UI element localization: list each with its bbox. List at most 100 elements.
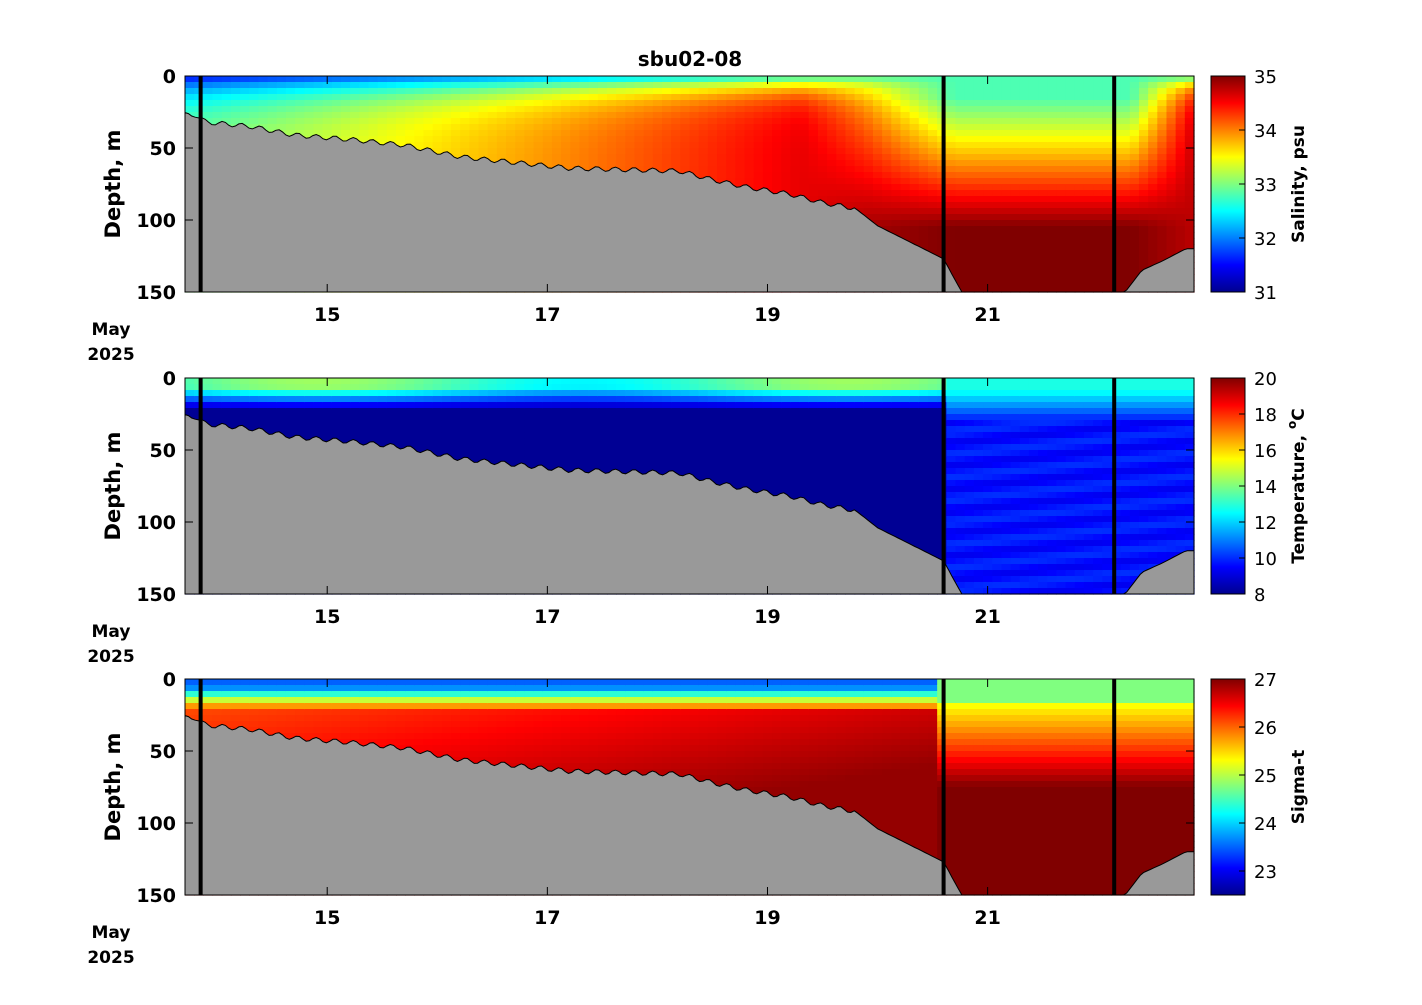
- heatmap-cell: [1038, 130, 1048, 137]
- heatmap-cell: [203, 88, 214, 95]
- heatmap-cell: [1120, 232, 1131, 239]
- heatmap-cell: [1102, 250, 1113, 257]
- heatmap-cell: [661, 166, 672, 173]
- heatmap-cell: [854, 202, 865, 209]
- heatmap-cell: [258, 390, 269, 397]
- heatmap-cell: [790, 160, 801, 167]
- heatmap-cell: [863, 184, 874, 191]
- heatmap-cell: [386, 408, 397, 415]
- heatmap-cell: [753, 172, 764, 179]
- heatmap-cell: [1056, 244, 1067, 251]
- heatmap-cell: [1065, 178, 1076, 185]
- heatmap-cell: [423, 432, 434, 439]
- heatmap-cell: [1120, 286, 1131, 293]
- heatmap-cell: [1102, 160, 1113, 167]
- heatmap-cell: [735, 124, 746, 131]
- heatmap-cell: [781, 142, 791, 149]
- heatmap-cell: [221, 414, 232, 421]
- heatmap-cell: [1056, 208, 1067, 215]
- heatmap-cell: [203, 100, 214, 107]
- heatmap-cell: [845, 82, 856, 89]
- heatmap-cell: [1028, 208, 1039, 215]
- heatmap-cell: [322, 384, 333, 391]
- heatmap-cell: [1083, 244, 1094, 251]
- heatmap-cell: [1157, 196, 1168, 203]
- heatmap-cell: [1184, 82, 1195, 89]
- heatmap-cell: [441, 94, 452, 101]
- heatmap-cell: [258, 82, 269, 89]
- heatmap-cell: [652, 94, 663, 101]
- heatmap-cell: [625, 136, 636, 143]
- heatmap-cell: [1065, 160, 1076, 167]
- heatmap-cell: [973, 220, 984, 227]
- heatmap-cell: [451, 130, 461, 137]
- heatmap-cell: [1093, 94, 1103, 101]
- heatmap-cell: [973, 136, 984, 143]
- heatmap-cell: [900, 208, 911, 215]
- heatmap-cell: [322, 396, 333, 403]
- heatmap-cell: [1028, 184, 1039, 191]
- heatmap-cell: [469, 130, 480, 137]
- heatmap-cell: [927, 154, 938, 161]
- heatmap-cell: [313, 124, 324, 131]
- heatmap-cell: [992, 214, 1002, 221]
- heatmap-cell: [744, 136, 755, 143]
- heatmap-cell: [1129, 82, 1140, 89]
- heatmap-cell: [817, 184, 828, 191]
- heatmap-cell: [1093, 154, 1103, 161]
- heatmap-cell: [561, 148, 571, 155]
- heatmap-cell: [1138, 124, 1149, 131]
- heatmap-cell: [781, 94, 791, 101]
- heatmap-cell: [340, 396, 351, 403]
- heatmap-cell: [606, 154, 617, 161]
- heatmap-cell: [1184, 226, 1195, 233]
- heatmap-cell: [386, 378, 397, 385]
- heatmap-cell: [331, 130, 342, 137]
- heatmap-cell: [918, 118, 929, 125]
- heatmap-cell: [1138, 232, 1149, 239]
- heatmap-cell: [836, 148, 847, 155]
- heatmap-cell: [340, 88, 351, 95]
- heatmap-cell: [249, 106, 259, 113]
- heatmap-cell: [579, 76, 590, 83]
- heatmap-cell: [570, 118, 581, 125]
- heatmap-cell: [1129, 196, 1140, 203]
- heatmap-cell: [891, 172, 902, 179]
- heatmap-cell: [276, 124, 287, 131]
- heatmap-cell: [1166, 142, 1177, 149]
- heatmap-cell: [1010, 184, 1021, 191]
- heatmap-cell: [790, 178, 801, 185]
- heatmap-cell: [423, 444, 434, 451]
- heatmap-cell: [1148, 124, 1158, 131]
- heatmap-cell: [1129, 154, 1140, 161]
- heatmap-cell: [973, 154, 984, 161]
- heatmap-cell: [515, 136, 525, 143]
- heatmap-cell: [891, 166, 902, 173]
- heatmap-cell: [579, 118, 590, 125]
- heatmap-cell: [955, 268, 966, 275]
- heatmap-cell: [460, 148, 470, 155]
- heatmap-cell: [221, 402, 232, 409]
- heatmap-cell: [973, 226, 984, 233]
- heatmap-cell: [1166, 190, 1177, 197]
- heatmap-cell: [359, 130, 370, 137]
- heatmap-cell: [1129, 220, 1140, 227]
- heatmap-cell: [799, 160, 810, 167]
- heatmap-cell: [185, 106, 195, 113]
- heatmap-cell: [322, 130, 333, 137]
- heatmap-cell: [295, 408, 305, 415]
- heatmap-cell: [1093, 88, 1103, 95]
- heatmap-cell: [267, 106, 278, 113]
- heatmap-cell: [918, 154, 929, 161]
- heatmap-cell: [331, 408, 342, 415]
- heatmap-cell: [267, 82, 278, 89]
- heatmap-cell: [872, 94, 883, 101]
- heatmap-cell: [661, 118, 672, 125]
- heatmap-cell: [680, 100, 691, 107]
- heatmap-cell: [616, 166, 626, 173]
- heatmap-cell: [808, 88, 819, 95]
- heatmap-cell: [331, 432, 342, 439]
- heatmap-cell: [423, 76, 434, 83]
- heatmap-cell: [1111, 208, 1122, 215]
- heatmap-cell: [1001, 208, 1012, 215]
